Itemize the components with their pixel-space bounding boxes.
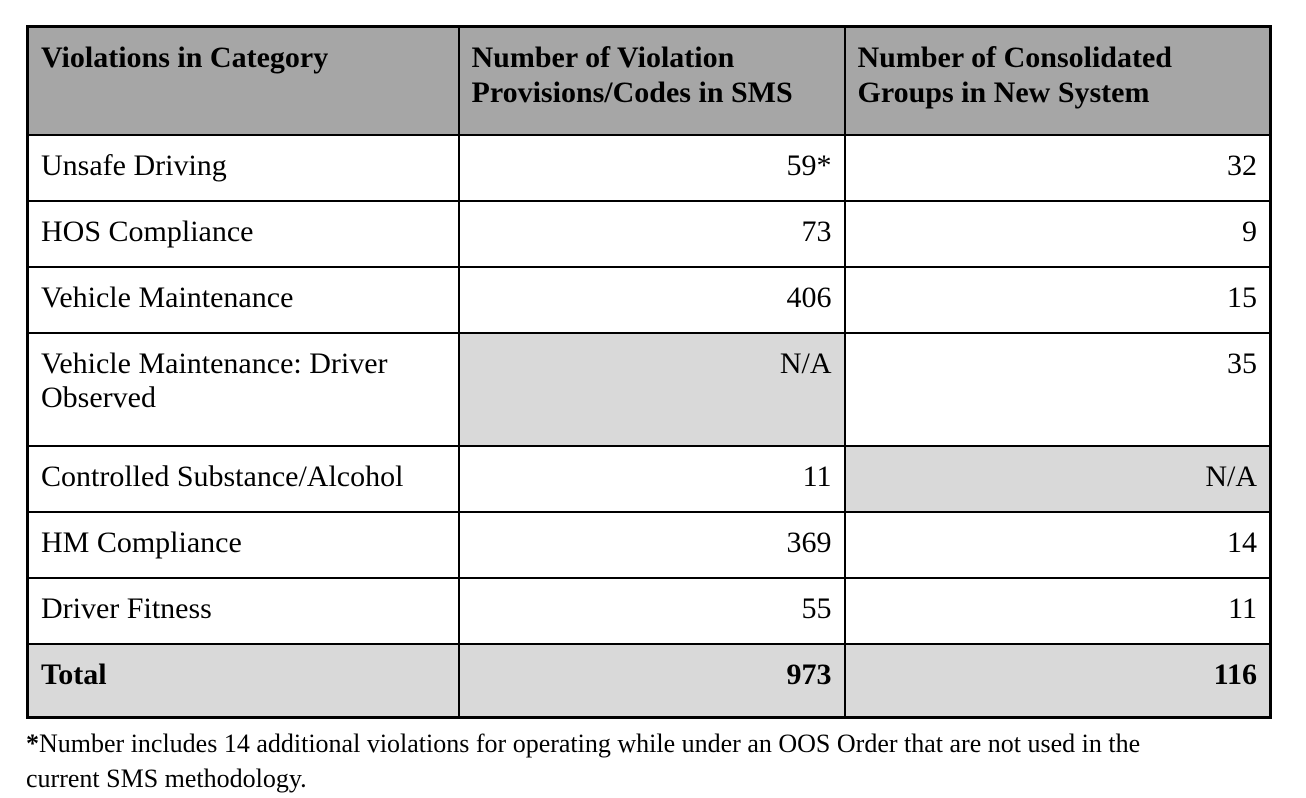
provisions-cell: 369 [457, 510, 846, 579]
total-provisions-cell: 973 [457, 642, 846, 719]
category-cell: Controlled Substance/Alcohol [26, 444, 460, 513]
footnote: *Number includes 14 additional violation… [26, 726, 1266, 796]
provisions-cell: N/A [457, 331, 846, 447]
groups-cell: 9 [843, 199, 1272, 268]
table-row: HOS Compliance 73 9 [26, 199, 1272, 268]
provisions-cell: 73 [457, 199, 846, 268]
table-row: HM Compliance 369 14 [26, 510, 1272, 579]
table-row: Vehicle Maintenance: Driver Observed N/A… [26, 331, 1272, 447]
groups-cell: 11 [843, 576, 1272, 645]
column-header-groups: Number of Consolidated Groups in New Sys… [843, 25, 1272, 136]
groups-cell: 32 [843, 133, 1272, 202]
total-row: Total 973 116 [26, 642, 1272, 719]
column-header-category: Violations in Category [26, 25, 460, 136]
total-groups-cell: 116 [843, 642, 1272, 719]
footnote-marker: * [26, 729, 39, 758]
category-cell: Vehicle Maintenance: Driver Observed [26, 331, 460, 447]
groups-cell: N/A [843, 444, 1272, 513]
groups-cell: 35 [843, 331, 1272, 447]
table-row: Unsafe Driving 59* 32 [26, 133, 1272, 202]
category-cell: Unsafe Driving [26, 133, 460, 202]
table-row: Controlled Substance/Alcohol 11 N/A [26, 444, 1272, 513]
provisions-cell: 11 [457, 444, 846, 513]
category-cell: HM Compliance [26, 510, 460, 579]
groups-cell: 14 [843, 510, 1272, 579]
table-row: Driver Fitness 55 11 [26, 576, 1272, 645]
table-row: Vehicle Maintenance 406 15 [26, 265, 1272, 334]
provisions-cell: 59* [457, 133, 846, 202]
category-cell: HOS Compliance [26, 199, 460, 268]
column-header-provisions: Number of Violation Provisions/Codes in … [457, 25, 846, 136]
groups-cell: 15 [843, 265, 1272, 334]
footnote-line-1: Number includes 14 additional violations… [39, 729, 1141, 758]
total-label-cell: Total [26, 642, 460, 719]
provisions-cell: 55 [457, 576, 846, 645]
category-cell: Vehicle Maintenance [26, 265, 460, 334]
footnote-line-2: current SMS methodology. [26, 764, 307, 794]
category-cell: Driver Fitness [26, 576, 460, 645]
header-row: Violations in Category Number of Violati… [26, 25, 1272, 136]
violations-table: Violations in Category Number of Violati… [26, 25, 1272, 719]
provisions-cell: 406 [457, 265, 846, 334]
